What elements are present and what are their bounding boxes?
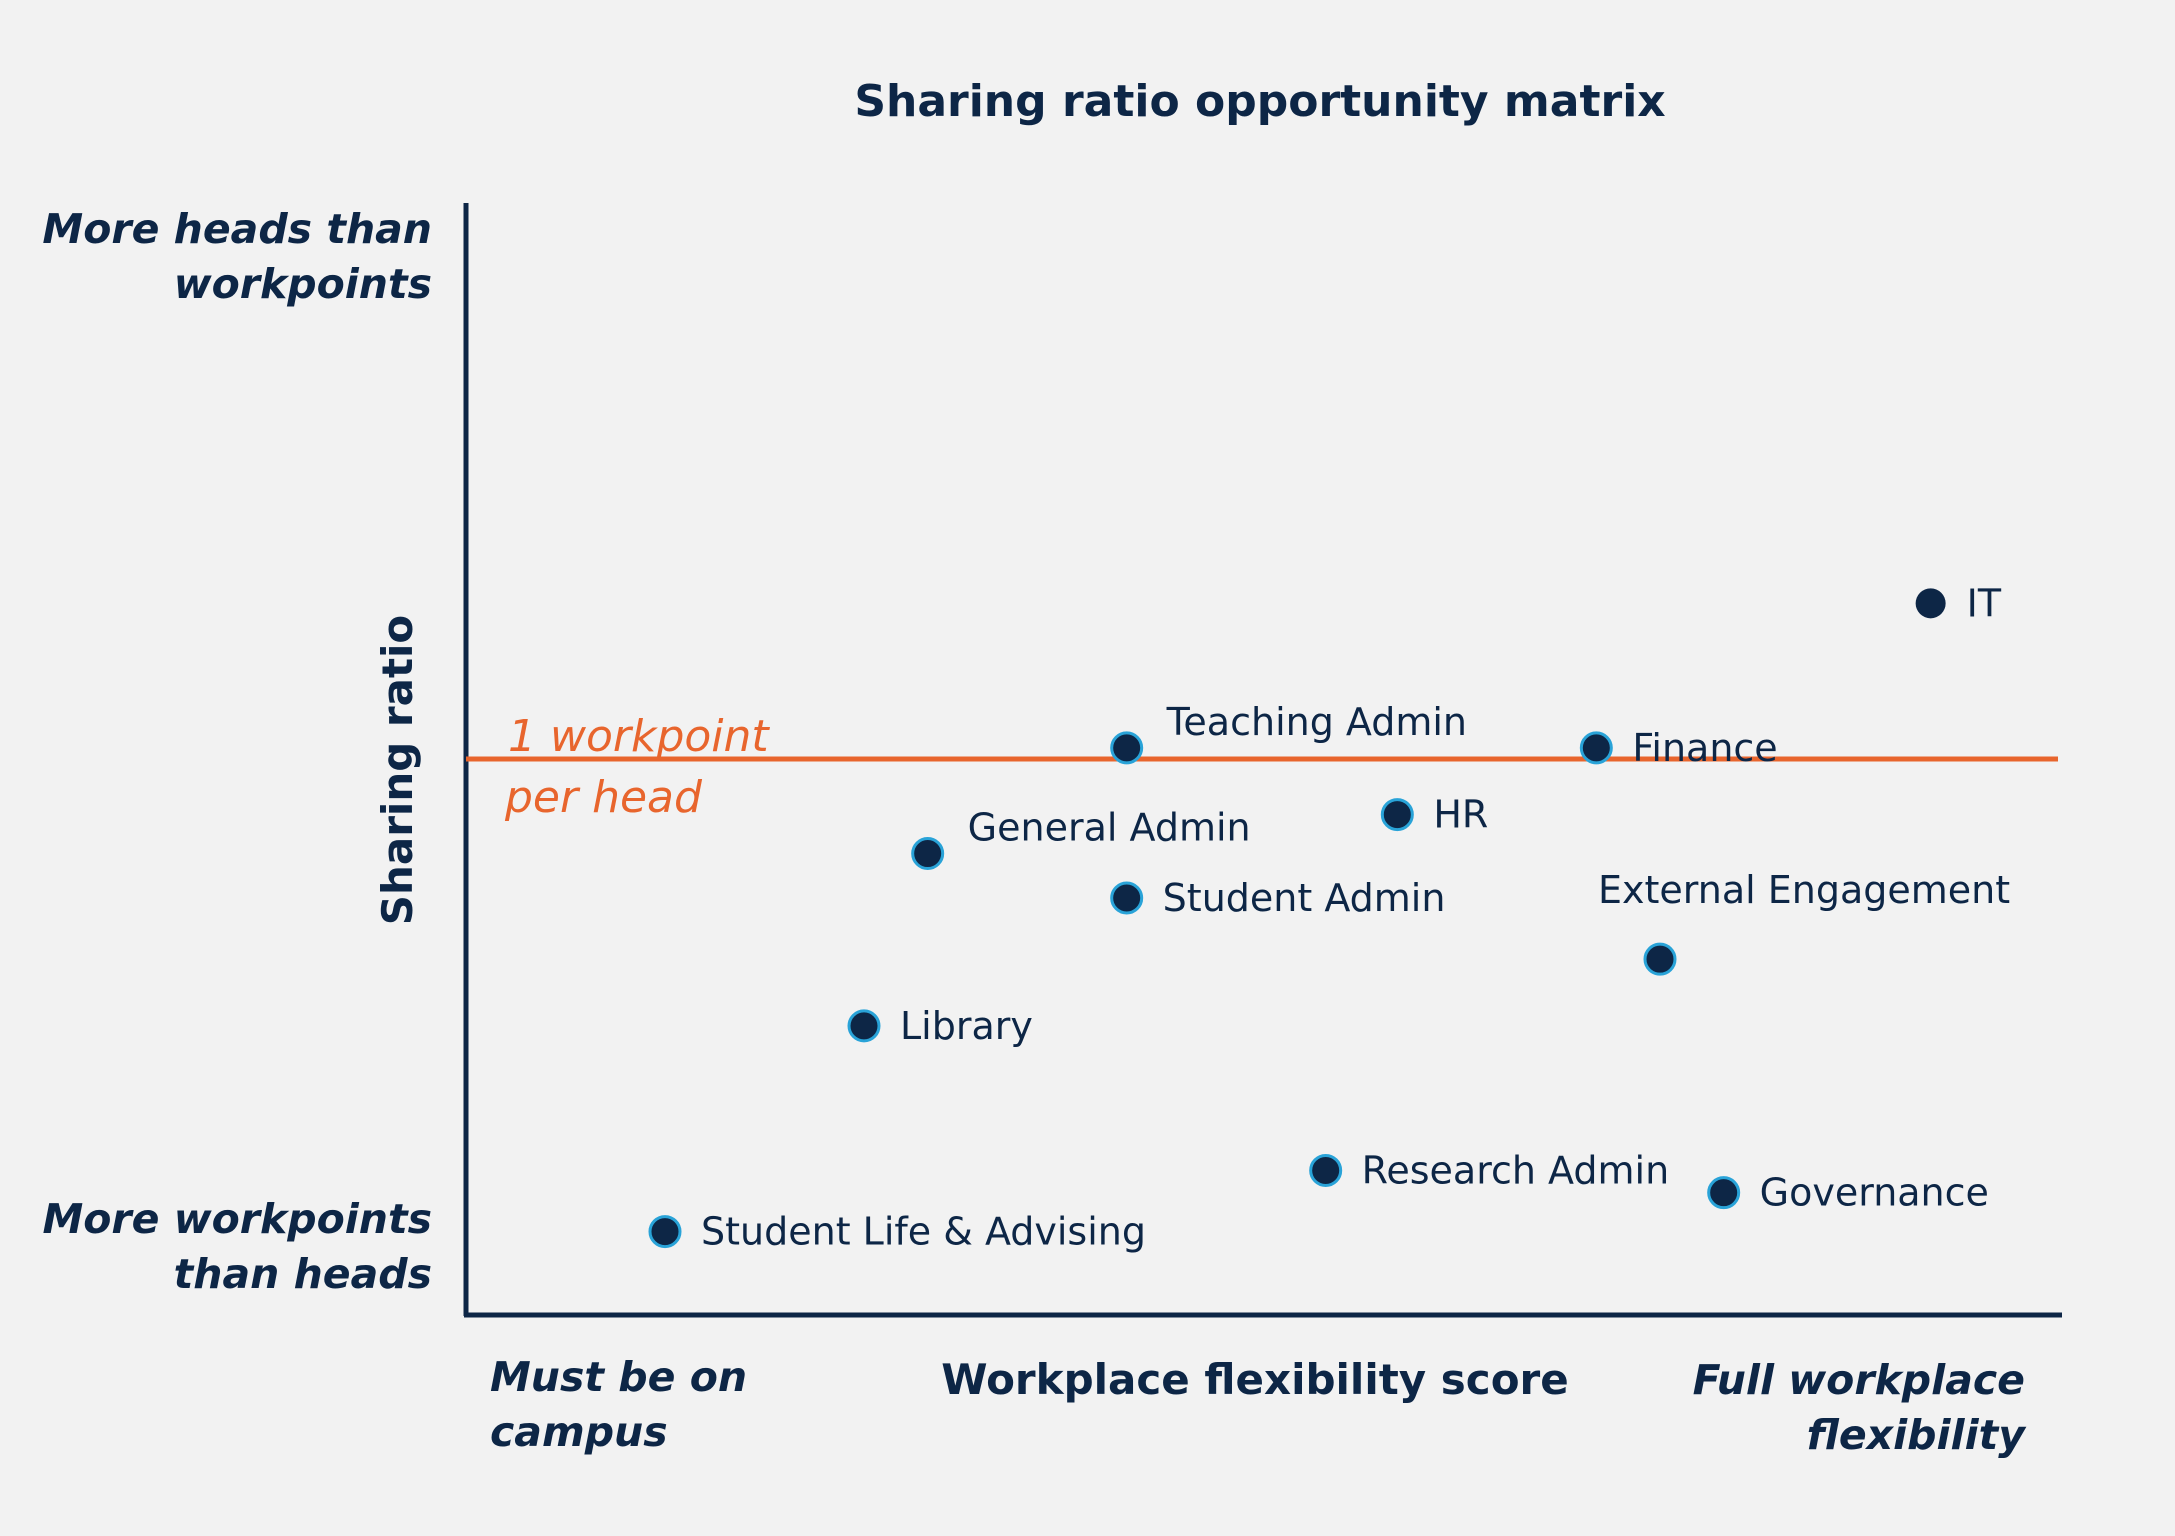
point-library [847, 1009, 881, 1043]
point-research-admin [1309, 1153, 1343, 1187]
reference-line-group: 1 workpoint per head [466, 711, 2058, 823]
point-teaching-admin [1110, 731, 1144, 765]
x-max-label-line2: flexibility [1807, 1411, 2028, 1459]
y-max-label-line1: More heads than [42, 205, 432, 253]
point-external-engagement [1643, 942, 1677, 976]
point-finance [1579, 731, 1613, 765]
point-label-general-admin: General Admin [968, 806, 1251, 850]
x-min-label-line2: campus [490, 1408, 668, 1456]
chart-title: Sharing ratio opportunity matrix [854, 76, 1665, 127]
point-student-life-advising [648, 1215, 682, 1249]
point-student-admin [1110, 881, 1144, 915]
point-label-external-engagement: External Engagement [1598, 868, 2010, 912]
point-label-it: IT [1967, 581, 2002, 625]
point-label-student-life-advising: Student Life & Advising [701, 1210, 1146, 1254]
reference-line-label-line2: per head [504, 772, 703, 823]
point-governance [1707, 1176, 1741, 1210]
point-label-hr: HR [1433, 793, 1488, 837]
data-points: IT Teaching Admin Finance HR General Admin St… [648, 581, 2010, 1254]
reference-line-label-line1: 1 workpoint [508, 711, 770, 762]
point-label-governance: Governance [1760, 1171, 1989, 1215]
point-label-teaching-admin: Teaching Admin [1166, 700, 1467, 744]
x-max-label-line1: Full workplace [1693, 1356, 2025, 1404]
point-it [1915, 588, 1946, 619]
point-label-research-admin: Research Admin [1362, 1148, 1670, 1192]
y-axis-title: Sharing ratio [373, 615, 422, 926]
point-label-library: Library [900, 1004, 1033, 1048]
y-min-label-line1: More workpoints [42, 1195, 432, 1243]
point-label-student-admin: Student Admin [1163, 876, 1446, 920]
point-general-admin [911, 837, 945, 871]
x-min-label-line1: Must be on [490, 1353, 747, 1401]
x-axis-title: Workplace flexibility score [941, 1355, 1569, 1404]
point-hr [1380, 798, 1414, 832]
point-label-finance: Finance [1632, 726, 1777, 770]
y-min-label-line2: than heads [174, 1250, 432, 1298]
y-max-label-line2: workpoints [174, 260, 432, 308]
